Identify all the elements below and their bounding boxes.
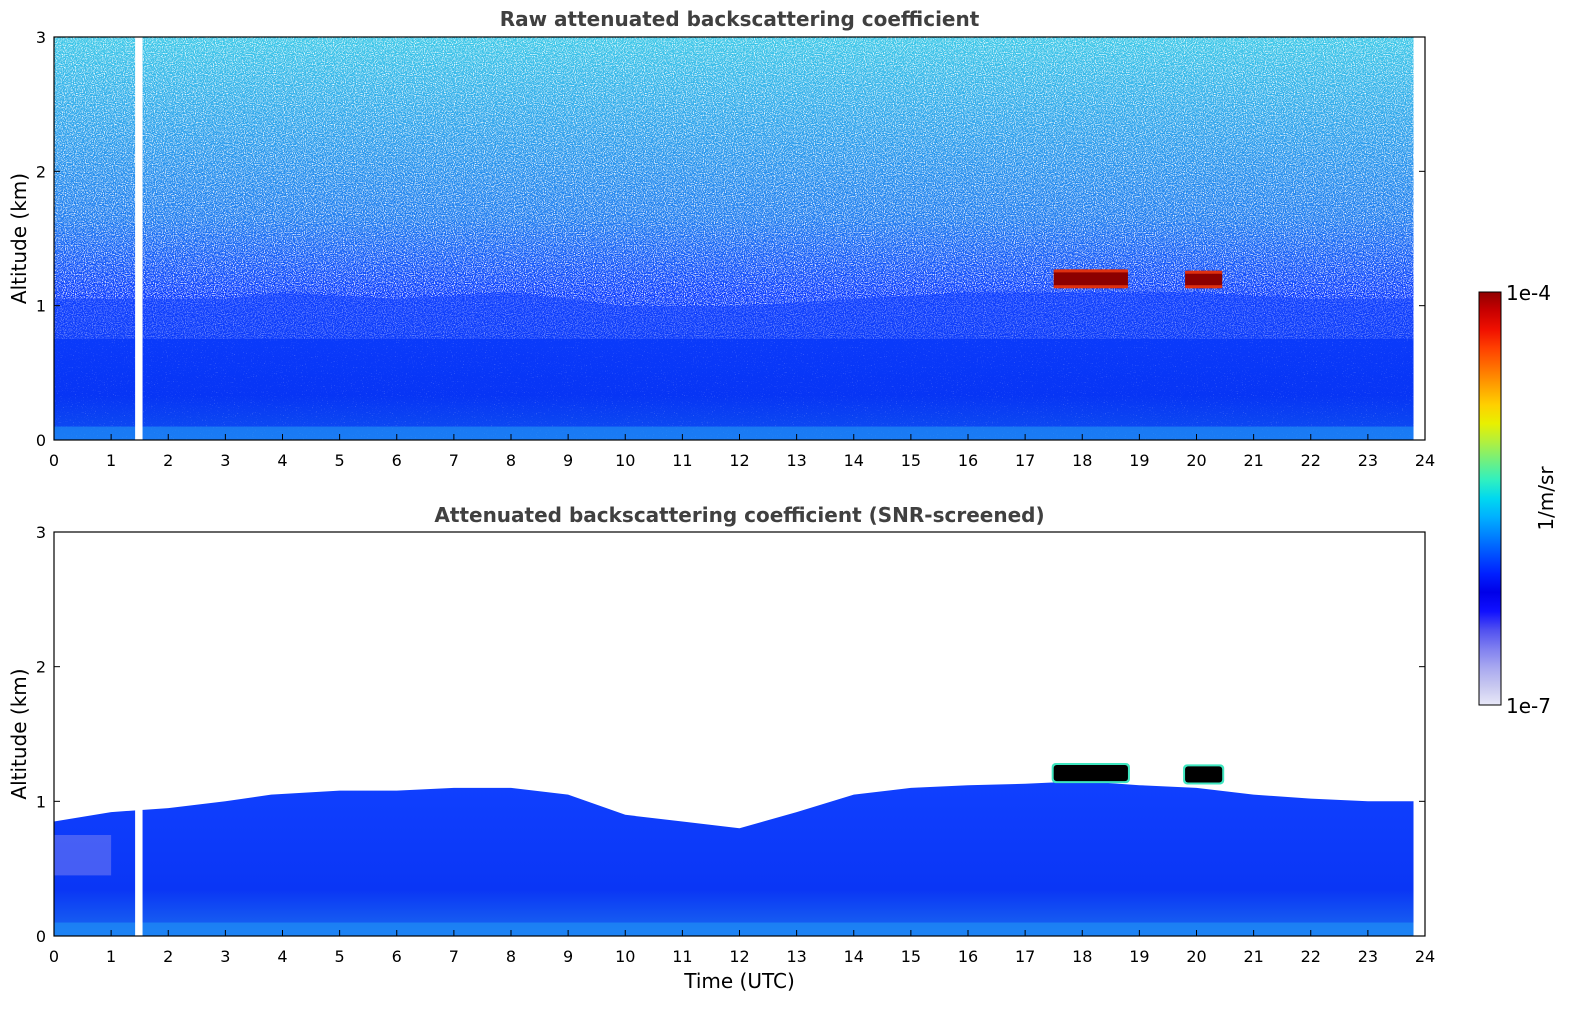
heatmap-data: [54, 37, 1425, 440]
x-tick-label: 20: [1186, 451, 1206, 470]
y-tick-label: 3: [36, 28, 46, 47]
panel-title: Attenuated backscattering coefficient (S…: [434, 503, 1044, 527]
x-tick-label: 24: [1415, 451, 1435, 470]
x-tick-label: 7: [449, 451, 459, 470]
x-tick-label: 11: [672, 947, 692, 966]
data-gap: [135, 37, 143, 440]
x-tick-label: 16: [958, 451, 978, 470]
colorbar: 1e-4 1e-7 1/m/sr: [1478, 281, 1558, 718]
snr-screened-panel: 0 1 2 3 4 5 6 7 8 9 10 11 12 13 14 15 16 17 18 19 20 21 22 23 24…: [7, 503, 1435, 993]
x-tick-label: 13: [786, 947, 806, 966]
x-tick-label: 8: [506, 947, 516, 966]
x-tick-label: 20: [1186, 947, 1206, 966]
x-tick-label: 22: [1301, 947, 1321, 966]
colorbar-max-label: 1e-4: [1506, 281, 1551, 305]
raw-backscatter-panel: 0 1 2 3 4 5 6 7 8 9 10 11 12 13 14 15 16 17 18 19 20 21 22 23 24…: [7, 7, 1435, 470]
x-tick-label: 12: [729, 451, 749, 470]
x-tick-label: 24: [1415, 947, 1435, 966]
y-tick-label: 0: [36, 431, 46, 450]
x-tick-label: 3: [220, 451, 230, 470]
x-tick-label: 6: [392, 451, 402, 470]
x-tick-label: 13: [786, 451, 806, 470]
x-tick-label: 3: [220, 947, 230, 966]
cloud-1: [1053, 764, 1128, 782]
x-tick-label: 14: [844, 451, 864, 470]
y-tick-label: 1: [36, 792, 46, 811]
x-tick-label: 18: [1072, 451, 1092, 470]
colorbar-gradient: [1478, 291, 1502, 706]
x-tick-label: 0: [49, 451, 59, 470]
surface-band: [54, 426, 1414, 440]
cloud-2: [1185, 766, 1223, 783]
cloud-2-bottom-edge: [1185, 285, 1223, 289]
x-tick-label: 10: [615, 451, 635, 470]
x-tick-label: 0: [49, 947, 59, 966]
heatmap-data: [54, 532, 1425, 936]
x-tick-label: 16: [958, 947, 978, 966]
x-tick-label: 21: [1243, 947, 1263, 966]
y-axis-label: Altitude (km): [7, 173, 31, 304]
noise-speckle: [54, 37, 1414, 339]
x-tick-label: 8: [506, 451, 516, 470]
cloud-1-top-edge: [1053, 269, 1128, 273]
x-tick-label: 7: [449, 947, 459, 966]
cloud-1: [1053, 269, 1128, 289]
x-tick-label: 9: [563, 451, 573, 470]
x-tick-label: 5: [335, 451, 345, 470]
data-gap: [135, 532, 143, 936]
colorbar-min-label: 1e-7: [1506, 694, 1551, 718]
x-tick-label: 23: [1358, 947, 1378, 966]
panel-title: Raw attenuated backscattering coefficien…: [500, 7, 980, 31]
no-data-region: [1413, 38, 1425, 440]
cloud-2: [1185, 270, 1223, 289]
x-tick-label: 18: [1072, 947, 1092, 966]
y-tick-label: 2: [36, 162, 46, 181]
x-tick-label: 1: [106, 947, 116, 966]
x-tick-label: 11: [672, 451, 692, 470]
x-tick-label: 21: [1243, 451, 1263, 470]
no-data-region: [1413, 533, 1425, 936]
x-tick-label: 19: [1129, 451, 1149, 470]
x-tick-label: 17: [1015, 947, 1035, 966]
x-tick-label: 22: [1301, 451, 1321, 470]
x-tick-label: 2: [163, 947, 173, 966]
boundary-layer: [54, 781, 1414, 936]
x-axis-label: Time (UTC): [683, 969, 795, 993]
y-tick-label: 1: [36, 297, 46, 316]
low-signal-patch: [54, 835, 112, 876]
x-tick-label: 19: [1129, 947, 1149, 966]
x-tick-label: 12: [729, 947, 749, 966]
x-tick-label: 2: [163, 451, 173, 470]
boundary-layer-speckle: [54, 298, 1414, 440]
y-axis-label: Altitude (km): [7, 668, 31, 799]
cloud-2-top-edge: [1185, 270, 1223, 274]
y-tick-label: 0: [36, 927, 46, 946]
y-tick-label: 2: [36, 658, 46, 677]
x-tick-label: 23: [1358, 451, 1378, 470]
surface-band: [54, 922, 1414, 936]
x-tick-label: 15: [901, 947, 921, 966]
x-tick-label: 4: [277, 451, 287, 470]
x-tick-label: 10: [615, 947, 635, 966]
x-tick-label: 1: [106, 451, 116, 470]
x-tick-label: 15: [901, 451, 921, 470]
x-tick-label: 6: [392, 947, 402, 966]
colorbar-unit-label: 1/m/sr: [1534, 466, 1558, 531]
y-tick-label: 3: [36, 523, 46, 542]
x-tick-label: 14: [844, 947, 864, 966]
cloud-1-bottom-edge: [1053, 285, 1128, 289]
x-tick-label: 5: [335, 947, 345, 966]
x-tick-label: 4: [277, 947, 287, 966]
x-tick-label: 9: [563, 947, 573, 966]
x-tick-label: 17: [1015, 451, 1035, 470]
